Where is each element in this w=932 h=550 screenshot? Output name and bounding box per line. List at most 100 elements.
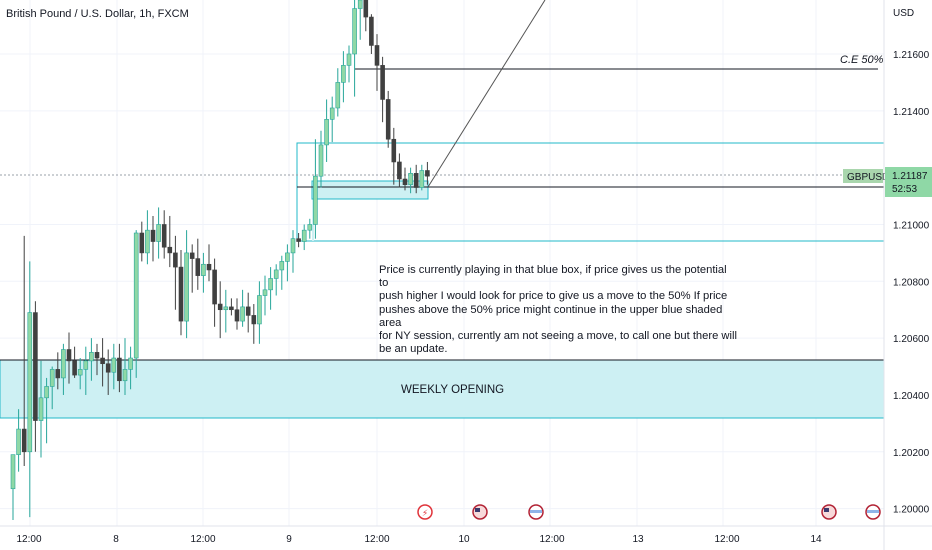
- candle-body: [402, 178, 408, 185]
- candle-body: [408, 173, 413, 185]
- candle-body: [257, 295, 262, 325]
- candle-body: [223, 306, 229, 311]
- price-tick: 1.20200: [893, 448, 930, 459]
- candle-body: [38, 397, 44, 421]
- chart-grid: [0, 0, 884, 526]
- candle-body: [66, 349, 72, 362]
- candle-body: [72, 360, 77, 376]
- current-price-value: 1.21187: [892, 171, 928, 182]
- time-tick: 12:00: [190, 534, 215, 545]
- time-tick: 13: [632, 534, 644, 545]
- candle-body: [49, 369, 55, 387]
- candle-body: [139, 232, 145, 254]
- candle-body: [285, 252, 290, 262]
- event-icon-red[interactable]: ⚡: [417, 504, 433, 520]
- candle-body: [212, 269, 217, 305]
- symbol-tag: GBPUSD: [847, 172, 889, 183]
- event-icons: ⚡: [417, 504, 881, 520]
- candle-body: [21, 428, 27, 453]
- candle-body: [184, 252, 189, 322]
- candle-body: [397, 161, 402, 180]
- candle-body: [318, 144, 324, 177]
- candle-body: [234, 309, 240, 322]
- us-flag-icon-2[interactable]: [821, 504, 837, 520]
- candle-body: [94, 352, 100, 359]
- projection-trendline: [427, 0, 546, 188]
- candle-body: [83, 360, 89, 370]
- candle-body: [133, 232, 139, 359]
- zones-layer: [0, 0, 885, 419]
- symbol-tag-bg: [843, 169, 883, 183]
- candle-body: [217, 303, 223, 311]
- ce-label: C.E 50%: [840, 54, 884, 66]
- time-tick: 12:00: [539, 534, 564, 545]
- candle-body: [61, 349, 66, 379]
- price-axis[interactable]: 1.21600 1.21400 1.21000 1.20800 1.20600 1.204…: [893, 50, 930, 516]
- uk-flag-icon[interactable]: [528, 504, 544, 520]
- time-tick: 12:00: [16, 534, 41, 545]
- candle-body: [167, 246, 173, 254]
- candle-body: [128, 357, 133, 370]
- candle-body: [352, 8, 357, 55]
- candle-body: [273, 269, 279, 279]
- candle-body: [145, 229, 150, 254]
- analysis-note: Price is currently playing in that blue …: [379, 264, 737, 356]
- candle-body: [156, 224, 161, 242]
- candle-body: [229, 306, 234, 311]
- svg-text:⚡: ⚡: [422, 508, 428, 518]
- candle-body: [178, 266, 184, 322]
- candle-body: [279, 261, 285, 271]
- candle-body: [425, 170, 430, 177]
- candle-body: [324, 119, 329, 146]
- price-tick: 1.21000: [893, 220, 930, 231]
- candle-body: [201, 263, 206, 276]
- candle-body: [150, 229, 156, 242]
- uk-flag-icon-2[interactable]: [865, 504, 881, 520]
- time-tick: 8: [113, 534, 119, 545]
- candle-body: [161, 224, 167, 248]
- weekly-opening-zone: [0, 359, 885, 419]
- candle-body: [296, 238, 301, 242]
- candle-body: [111, 357, 117, 373]
- candle-body: [357, 0, 363, 9]
- time-tick: 12:00: [714, 534, 739, 545]
- countdown-value: 52:53: [892, 184, 917, 195]
- time-tick: 14: [810, 534, 822, 545]
- candle-body: [413, 173, 419, 188]
- time-tick: 9: [286, 534, 292, 545]
- candle-body: [385, 99, 391, 140]
- price-tick: 1.20000: [893, 505, 930, 516]
- time-tick: 10: [458, 534, 470, 545]
- candle-body: [117, 357, 122, 382]
- candle-body: [105, 363, 111, 373]
- candle-body: [245, 306, 251, 316]
- candle-body: [44, 386, 49, 399]
- candle-body: [363, 0, 369, 18]
- us-flag-icon[interactable]: [472, 504, 488, 520]
- candle-body: [335, 82, 341, 109]
- candle-body: [262, 289, 268, 296]
- candle-body: [27, 312, 33, 453]
- price-tick: 1.21400: [893, 107, 930, 118]
- candle-body: [369, 16, 374, 46]
- candle-body: [10, 454, 16, 490]
- currency-label: USD: [893, 8, 914, 19]
- candle-body: [55, 369, 61, 379]
- candle-body: [301, 229, 307, 242]
- candle-body: [313, 175, 318, 225]
- candle-body: [329, 107, 335, 120]
- candle-body: [77, 369, 83, 376]
- time-tick: 12:00: [364, 534, 389, 545]
- candle-body: [206, 263, 212, 271]
- candle-body: [251, 315, 257, 325]
- candle-body: [346, 53, 352, 66]
- candle-body: [173, 252, 178, 268]
- candle-body: [374, 45, 380, 66]
- candle-body: [268, 278, 273, 291]
- price-tick: 1.20400: [893, 391, 930, 402]
- price-tick: 1.20800: [893, 277, 930, 288]
- current-price-tag: [885, 167, 932, 197]
- weekly-opening-label: WEEKLY OPENING: [401, 384, 504, 396]
